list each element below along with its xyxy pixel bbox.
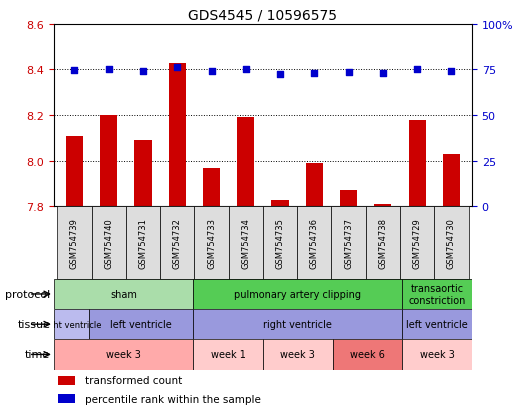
Bar (306, 164, 323, 207)
Bar (134, 141, 151, 207)
Text: week 3: week 3 (106, 349, 141, 360)
Point (379, 71, 387, 77)
Point (242, 67, 250, 74)
FancyBboxPatch shape (366, 207, 400, 279)
Point (105, 66, 113, 73)
Text: GSM754729: GSM754729 (412, 218, 422, 268)
FancyBboxPatch shape (91, 207, 126, 279)
Text: GSM754736: GSM754736 (310, 218, 319, 268)
Bar (58, 376, 75, 385)
FancyBboxPatch shape (193, 279, 402, 309)
FancyBboxPatch shape (332, 339, 402, 370)
FancyBboxPatch shape (54, 309, 89, 339)
FancyBboxPatch shape (160, 207, 194, 279)
Bar (169, 64, 186, 207)
Bar (66, 136, 83, 207)
FancyBboxPatch shape (54, 279, 193, 309)
Text: tissue: tissue (17, 319, 50, 330)
FancyBboxPatch shape (193, 339, 263, 370)
Bar (237, 118, 254, 207)
Bar (374, 204, 391, 207)
FancyBboxPatch shape (263, 339, 332, 370)
Text: percentile rank within the sample: percentile rank within the sample (85, 394, 261, 404)
Text: GSM754731: GSM754731 (139, 218, 147, 268)
FancyBboxPatch shape (229, 207, 263, 279)
Point (345, 70, 353, 76)
Text: GSM754733: GSM754733 (207, 218, 216, 268)
Text: week 6: week 6 (350, 349, 385, 360)
Text: right ventricle: right ventricle (263, 319, 332, 330)
Text: left ventricle: left ventricle (406, 319, 468, 330)
FancyBboxPatch shape (402, 279, 472, 309)
Point (139, 69, 147, 76)
Bar (408, 121, 426, 207)
FancyBboxPatch shape (402, 339, 472, 370)
Bar (443, 154, 460, 207)
Point (413, 66, 421, 73)
Text: right ventricle: right ventricle (42, 320, 101, 329)
Text: GSM754740: GSM754740 (104, 218, 113, 268)
Bar (340, 191, 357, 207)
Bar (271, 200, 289, 207)
FancyBboxPatch shape (193, 309, 402, 339)
Text: protocol: protocol (5, 289, 50, 299)
FancyBboxPatch shape (194, 207, 229, 279)
Text: GSM754730: GSM754730 (447, 218, 456, 268)
Text: GSM754739: GSM754739 (70, 218, 79, 268)
Text: GSM754738: GSM754738 (379, 218, 387, 268)
Point (447, 69, 456, 76)
Text: GSM754734: GSM754734 (241, 218, 250, 268)
Text: transformed count: transformed count (85, 375, 183, 385)
FancyBboxPatch shape (57, 207, 91, 279)
Point (310, 71, 319, 77)
FancyBboxPatch shape (402, 309, 472, 339)
FancyBboxPatch shape (331, 207, 366, 279)
Text: sham: sham (110, 289, 137, 299)
FancyBboxPatch shape (263, 207, 297, 279)
FancyBboxPatch shape (54, 339, 193, 370)
Text: GSM754737: GSM754737 (344, 218, 353, 268)
Point (173, 64, 181, 71)
FancyBboxPatch shape (400, 207, 435, 279)
Point (207, 69, 215, 76)
FancyBboxPatch shape (435, 207, 468, 279)
Bar (58, 394, 75, 404)
Text: left ventricle: left ventricle (110, 319, 172, 330)
Bar (100, 116, 117, 207)
Text: week 1: week 1 (211, 349, 246, 360)
Point (276, 71, 284, 78)
Text: week 3: week 3 (280, 349, 315, 360)
Text: time: time (25, 349, 50, 360)
Bar (203, 168, 220, 207)
Text: week 3: week 3 (420, 349, 455, 360)
Point (70, 68, 78, 74)
Text: transaortic
constriction: transaortic constriction (408, 283, 466, 305)
FancyBboxPatch shape (126, 207, 160, 279)
FancyBboxPatch shape (297, 207, 331, 279)
Text: pulmonary artery clipping: pulmonary artery clipping (234, 289, 361, 299)
FancyBboxPatch shape (89, 309, 193, 339)
Title: GDS4545 / 10596575: GDS4545 / 10596575 (188, 8, 338, 22)
Text: GSM754735: GSM754735 (275, 218, 285, 268)
Text: GSM754732: GSM754732 (173, 218, 182, 268)
